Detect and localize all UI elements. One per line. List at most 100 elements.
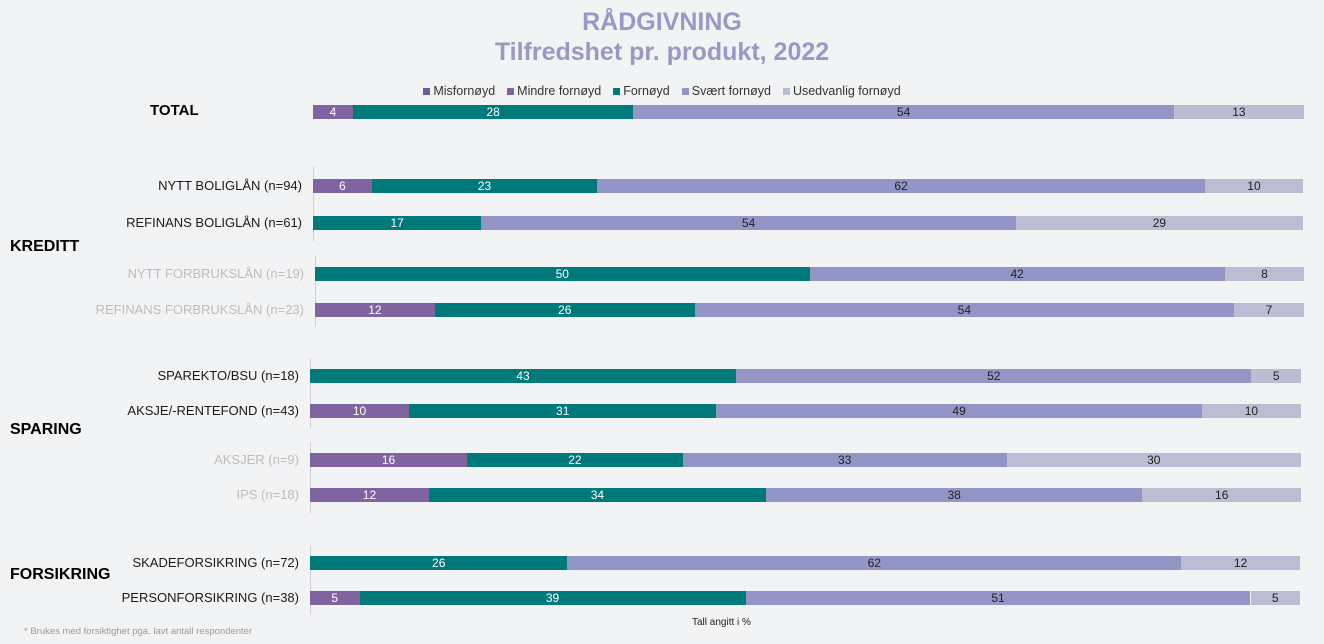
data-label: 33 xyxy=(838,453,852,467)
legend-item-3: Svært fornøyd xyxy=(681,84,771,98)
bar-segment-4-1: 12 xyxy=(315,303,435,317)
legend-item-0: Misfornøyd xyxy=(423,84,495,98)
bar-segment-7-2: 22 xyxy=(466,453,683,467)
bar-segment-3-3: 42 xyxy=(809,267,1225,281)
bar-segment-0-2: 28 xyxy=(353,105,634,119)
data-label: 12 xyxy=(368,303,382,317)
data-label: 39 xyxy=(545,591,560,605)
data-label: 26 xyxy=(558,303,572,317)
bar-segment-3-2: 50 xyxy=(315,267,810,281)
bar-segment-7-4: 30 xyxy=(1006,453,1301,467)
category-label-6: AKSJE/-RENTEFOND (n=43) xyxy=(127,403,299,418)
bar-segment-4-4: 7 xyxy=(1234,303,1304,317)
bar-segment-10-2: 39 xyxy=(359,591,746,605)
axis-line-2 xyxy=(310,358,311,428)
legend-swatch xyxy=(681,87,689,95)
legend-label: Misfornøyd xyxy=(433,84,496,98)
bar-segment-10-1: 5 xyxy=(310,591,360,605)
bar-segment-1-3: 62 xyxy=(597,179,1205,193)
category-label-3: NYTT FORBRUKSLÅN (n=19) xyxy=(127,266,304,281)
data-label: 34 xyxy=(590,488,605,502)
bar-segment-4-3: 54 xyxy=(694,303,1235,317)
bar-segment-7-1: 16 xyxy=(310,453,467,467)
data-label: 49 xyxy=(952,404,966,418)
axis-line-4 xyxy=(310,545,311,615)
legend-swatch xyxy=(507,87,515,95)
legend-label: Svært fornøyd xyxy=(691,84,771,98)
data-label: 5 xyxy=(331,591,339,605)
bar-segment-6-4: 10 xyxy=(1201,404,1301,418)
bar-segment-4-2: 26 xyxy=(434,303,695,317)
chart-subtitle: Tilfredshet pr. produkt, 2022 xyxy=(494,38,830,66)
bar-segment-10-3: 51 xyxy=(745,591,1251,605)
data-label: 52 xyxy=(987,369,1001,383)
bar-segment-8-2: 34 xyxy=(428,488,766,502)
data-label: 16 xyxy=(381,453,396,467)
bar-segment-10-4: 5 xyxy=(1250,591,1300,605)
bar-segment-0-1: 4 xyxy=(313,105,354,119)
data-label: 12 xyxy=(362,488,377,502)
data-label: 43 xyxy=(516,369,530,383)
category-label-0: TOTAL xyxy=(150,102,199,119)
data-label: 26 xyxy=(432,556,446,570)
category-label-8: IPS (n=18) xyxy=(236,487,299,502)
data-label: 62 xyxy=(867,556,881,570)
data-label: 62 xyxy=(894,179,908,193)
category-label-1: NYTT BOLIGLÅN (n=94) xyxy=(158,178,302,193)
bar-segment-8-3: 38 xyxy=(765,488,1143,502)
data-label: 8 xyxy=(1261,267,1268,281)
data-label: 5 xyxy=(1271,591,1279,605)
bar-segment-0-3: 54 xyxy=(633,105,1174,119)
data-label: 17 xyxy=(390,216,404,230)
axis-line-3 xyxy=(310,442,311,513)
axis-line-0 xyxy=(313,166,314,241)
footnote: * Brukes med forsiktighet pga. lavt anta… xyxy=(24,626,253,637)
data-label: 4 xyxy=(329,105,337,119)
data-label: 29 xyxy=(1152,216,1167,230)
bar-segment-0-4: 13 xyxy=(1173,105,1304,119)
legend-label: Fornøyd xyxy=(623,84,670,98)
category-label-2: REFINANS BOLIGLÅN (n=61) xyxy=(126,215,302,230)
data-label: 51 xyxy=(991,591,1005,605)
data-label: 54 xyxy=(896,105,911,119)
data-label: 10 xyxy=(1247,179,1261,193)
data-label: 38 xyxy=(947,488,961,502)
data-label: 23 xyxy=(477,179,492,193)
data-label: 30 xyxy=(1147,453,1161,467)
bar-segment-5-3: 52 xyxy=(736,369,1252,383)
chart-title: RÅDGIVNING xyxy=(582,8,742,36)
legend-swatch xyxy=(613,87,621,95)
bar-segment-8-4: 16 xyxy=(1142,488,1301,502)
data-label: 5 xyxy=(1272,369,1280,383)
bar-segment-6-3: 49 xyxy=(716,404,1202,418)
data-label: 54 xyxy=(957,303,972,317)
bar-segment-7-3: 33 xyxy=(682,453,1007,467)
data-label: 31 xyxy=(556,404,570,418)
bar-segment-2-3: 54 xyxy=(481,216,1016,230)
bar-segment-9-4: 12 xyxy=(1181,556,1300,570)
group-label-forsikring: FORSIKRING xyxy=(10,566,111,583)
data-label: 12 xyxy=(1233,556,1248,570)
legend-label: Mindre fornøyd xyxy=(517,84,602,98)
bar-segment-6-1: 10 xyxy=(310,404,410,418)
data-label: 10 xyxy=(352,404,367,418)
bar-segment-6-2: 31 xyxy=(409,404,717,418)
data-label: 50 xyxy=(555,267,569,281)
data-label: 7 xyxy=(1265,303,1273,317)
legend-label: Usedvanlig fornøyd xyxy=(792,84,901,98)
category-label-7: AKSJER (n=9) xyxy=(214,452,299,467)
bar-segment-8-1: 12 xyxy=(310,488,429,502)
group-label-sparing: SPARING xyxy=(10,421,82,438)
bar-segment-5-2: 43 xyxy=(310,369,737,383)
data-label: 16 xyxy=(1215,488,1229,502)
legend-item-1: Mindre fornøyd xyxy=(507,84,601,98)
bar-segment-2-2: 17 xyxy=(313,216,482,230)
category-label-5: SPAREKTO/BSU (n=18) xyxy=(157,368,300,383)
bar-segment-3-4: 8 xyxy=(1224,267,1304,281)
data-label: 42 xyxy=(1010,267,1024,281)
legend: Misfornøyd Mindre fornøyd Fornøyd Svært for… xyxy=(0,84,1324,98)
bar-segment-5-4: 5 xyxy=(1251,369,1301,383)
legend-item-2: Fornøyd xyxy=(613,84,670,98)
category-label-9: SKADEFORSIKRING (n=72) xyxy=(132,555,299,570)
data-label: 6 xyxy=(339,179,346,193)
